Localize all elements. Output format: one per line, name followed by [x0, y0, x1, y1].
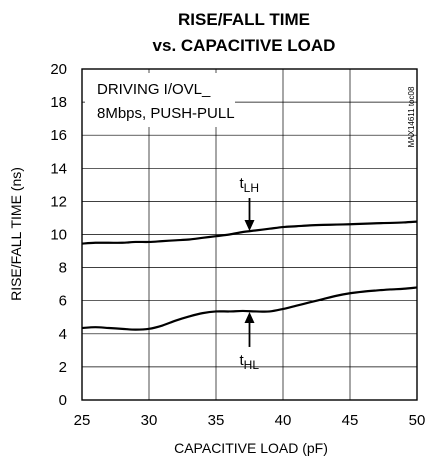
x-tick-label: 40: [275, 412, 292, 429]
y-tick-label: 2: [59, 359, 67, 376]
y-tick-label: 14: [50, 160, 67, 177]
x-tick-label: 50: [409, 412, 425, 429]
y-tick-label: 18: [50, 94, 67, 111]
annotations: tLH tHL: [240, 175, 260, 372]
y-tick-label: 16: [50, 127, 67, 144]
y-tick-label: 0: [59, 392, 67, 409]
series-line-tLH: [81, 220, 418, 245]
x-axis-label: CAPACITIVE LOAD (pF): [174, 440, 328, 456]
figure-code: MAX14611 toc08: [407, 86, 416, 147]
condition-line1: DRIVING I/OVL_: [97, 81, 211, 98]
y-tick-label: 4: [59, 326, 67, 343]
y-tick-label: 20: [50, 61, 67, 78]
y-tick-label: 6: [59, 293, 67, 310]
tick-labels: 25 30 35 40 45 50 0 2 4 6 8 10 12 14 16 18 20: [50, 61, 425, 429]
condition-box: [85, 73, 235, 127]
y-axis-label: RISE/FALL TIME (ns): [8, 167, 24, 301]
x-tick-label: 30: [141, 412, 158, 429]
chart-title-line2: vs. CAPACITIVE LOAD: [153, 36, 336, 55]
curves: [81, 220, 418, 331]
series-line-tHL: [81, 286, 418, 331]
thl-arrow-head: [244, 311, 255, 323]
chart-title-line1: RISE/FALL TIME: [178, 10, 310, 29]
condition-line2: 8Mbps, PUSH-PULL: [97, 105, 235, 122]
thl-label: tHL: [240, 352, 260, 372]
tlh-arrow-head: [244, 220, 255, 232]
y-tick-label: 8: [59, 260, 67, 277]
plot-frame: [81, 68, 418, 401]
y-tick-label: 12: [50, 193, 67, 210]
x-tick-label: 45: [342, 412, 359, 429]
x-tick-label: 25: [74, 412, 91, 429]
y-tick-label: 10: [50, 227, 67, 244]
x-tick-label: 35: [208, 412, 225, 429]
tlh-label: tLH: [240, 175, 260, 195]
